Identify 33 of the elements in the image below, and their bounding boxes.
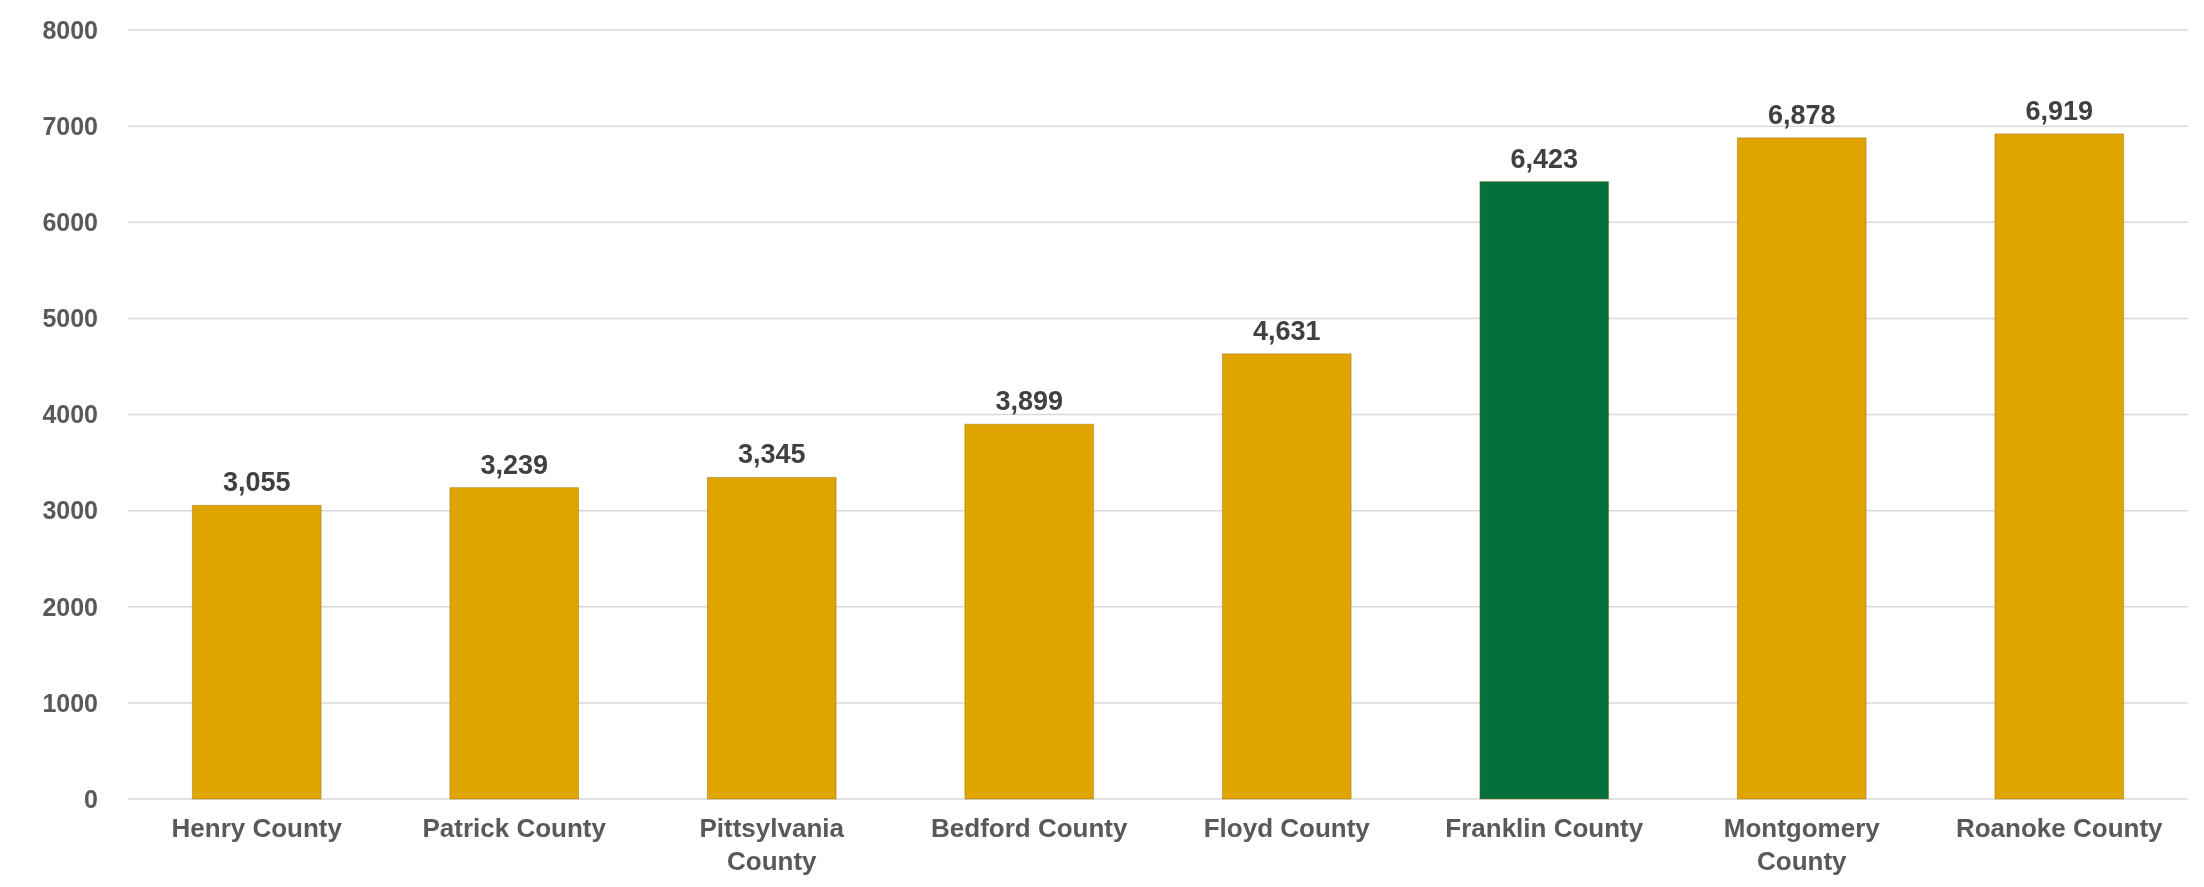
x-tick-label: Montgomery County [1723,813,1881,876]
bar [706,476,837,800]
bar [1221,353,1352,800]
bar [1994,133,2125,800]
y-tick-label: 2000 [42,592,98,621]
x-tick-label: Henry County [171,813,343,843]
bar [1479,181,1610,800]
data-label: 6,423 [1510,143,1579,174]
data-label: 3,899 [995,386,1064,417]
y-tick-label: 0 [84,784,98,813]
y-tick-label: 3000 [42,496,98,525]
data-label: 3,239 [480,449,549,480]
y-tick-label: 7000 [42,111,98,140]
x-tick-label: Floyd County [1203,813,1371,843]
y-tick-label: 6000 [42,208,98,236]
y-tick-label: 1000 [42,688,98,717]
bar [191,504,322,800]
bar [964,423,1095,800]
bar [1736,137,1867,800]
bar [449,487,580,800]
y-tick-label: 4000 [42,400,98,429]
x-tick-label: Bedford County [931,813,1128,843]
data-label: 6,878 [1767,99,1836,130]
x-tick-label: Pittsylvania County [699,813,845,876]
x-tick-label: Roanoke County [1955,813,2164,843]
data-label: 4,631 [1252,315,1321,346]
y-tick-label: 5000 [42,304,98,333]
data-label: 6,919 [2025,95,2094,126]
data-label: 3,345 [737,439,806,470]
data-label: 3,055 [222,467,291,498]
x-tick-label: Patrick County [422,813,607,843]
x-tick-label: Franklin County [1445,813,1644,843]
y-tick-label: 8000 [42,15,98,44]
